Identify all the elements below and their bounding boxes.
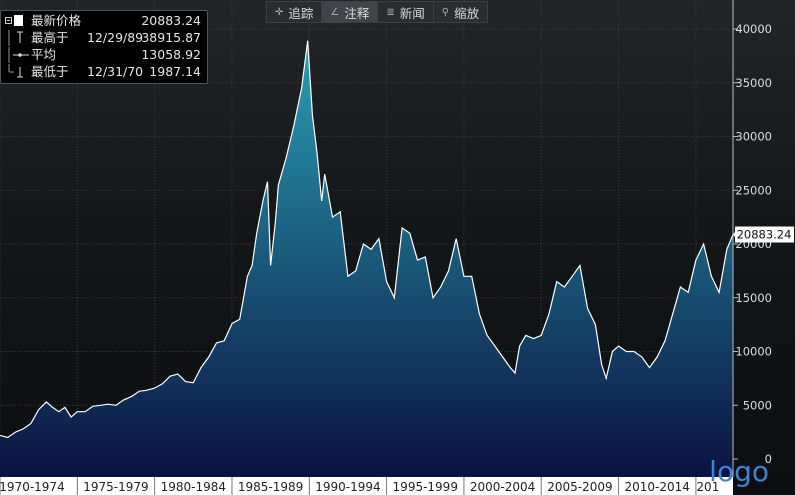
y-tick-label: 0 [765,452,772,466]
x-tick-label: 1975-1979 [83,480,148,494]
y-tick-label: 30000 [735,130,772,144]
pencil-icon: ∠ [330,6,340,18]
y-tick-label: 10000 [735,345,772,359]
x-tick-label: 2000-2004 [470,480,535,494]
average-marker-icon [5,47,29,63]
x-tick-label: 2005-2009 [547,480,612,494]
chart-legend: 最新价格 20883.24 最高于 12/29/89 38915.87 平均 1… [0,10,208,84]
legend-date: 12/31/70 [87,64,144,79]
legend-label: 平均 [31,47,57,62]
y-tick-label: 25000 [735,183,772,197]
x-tick-label: 1980-1984 [161,480,226,494]
legend-row-low: 最低于 12/31/70 1987.14 [1,64,207,80]
crosshair-icon: ✛ [275,6,284,18]
legend-toggle-icon[interactable] [5,13,23,29]
legend-value: 13058.92 [141,47,201,62]
last-value-pointer [733,230,736,239]
x-tick-label: 1970-1974 [0,480,65,494]
news-button[interactable]: ≣ 新闻 [378,2,434,22]
y-tick-label: 5000 [743,398,772,412]
x-axis-bar [0,477,733,495]
legend-row-high: 最高于 12/29/89 38915.87 [1,30,207,46]
news-label: 新闻 [399,5,425,21]
last-value-label: 20883.24 [737,228,792,242]
high-marker-icon [5,30,23,46]
zoom-icon: ⚲ [441,6,450,18]
legend-value: 38915.87 [141,30,201,45]
annotate-button[interactable]: ∠ 注释 [322,2,379,22]
y-tick-label: 35000 [735,76,772,90]
price-area [0,40,733,477]
legend-label: 最低于 [31,64,69,79]
x-tick-label: 2010-2014 [625,480,690,494]
x-tick-label: 1995-1999 [393,480,458,494]
chart-area-layer [0,40,733,477]
price-line [0,40,733,439]
chart-toolbar: ✛ 追踪 ∠ 注释 ≣ 新闻 ⚲ 缩放 [266,1,489,23]
low-marker-icon [5,64,23,80]
legend-date: 12/29/89 [87,30,144,45]
legend-value: 1987.14 [149,64,201,79]
legend-row-average: 平均 13058.92 [1,47,207,63]
track-label: 追踪 [288,5,314,21]
zoom-button[interactable]: ⚲ 缩放 [434,2,487,22]
legend-label: 最高于 [31,30,69,45]
y-tick-label: 15000 [735,291,772,305]
track-button[interactable]: ✛ 追踪 [267,2,323,22]
last-value-box [735,226,794,243]
news-icon: ≣ [386,6,395,18]
x-tick-label: 1985-1989 [238,480,303,494]
x-tick-label: 201 [696,480,719,494]
zoom-label: 缩放 [454,5,480,21]
legend-label: 最新价格 [31,13,82,28]
logo: logo [709,455,769,488]
legend-value: 20883.24 [141,13,201,28]
annotate-label: 注释 [344,5,370,21]
legend-row-last-price[interactable]: 最新价格 20883.24 [1,13,207,29]
x-tick-label: 1990-1994 [315,480,380,494]
y-tick-label: 40000 [735,22,772,36]
